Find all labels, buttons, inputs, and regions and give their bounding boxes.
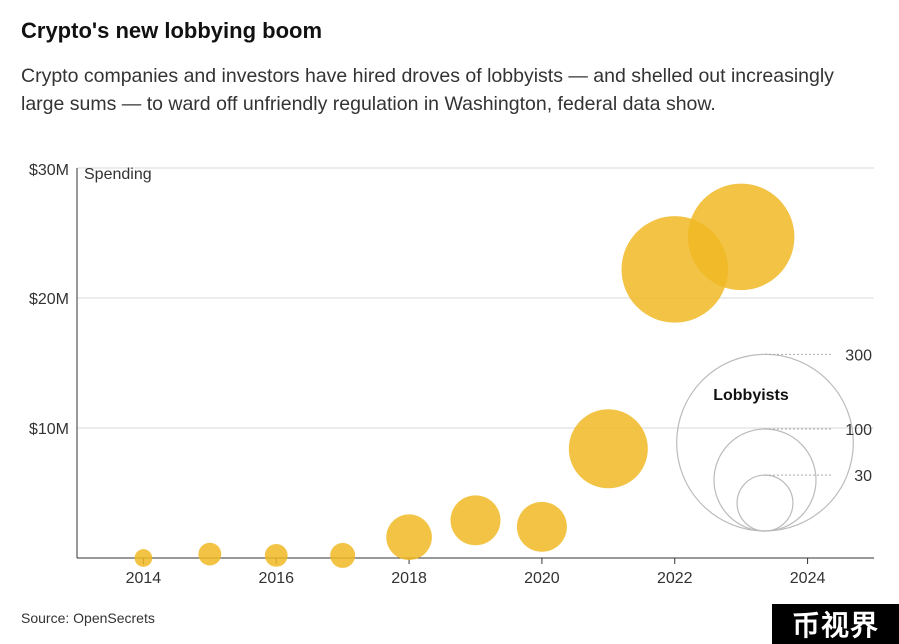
bubble-2018 bbox=[386, 514, 432, 561]
y-tick-label: $20M bbox=[29, 291, 69, 308]
size-legend-title: Lobbyists bbox=[713, 387, 789, 404]
y-tick-label: $30M bbox=[29, 162, 69, 179]
gridlines bbox=[77, 167, 874, 429]
bubble-2019 bbox=[450, 495, 501, 546]
bubble-2023 bbox=[687, 183, 795, 291]
bubble-2020 bbox=[516, 501, 567, 552]
legend-label-30: 30 bbox=[854, 468, 872, 485]
legend-label-300: 300 bbox=[845, 347, 872, 364]
y-tick-label: $10M bbox=[29, 421, 69, 438]
x-tick-label: 2018 bbox=[391, 570, 427, 587]
bubble-chart: $10M$20M$30M Spending 2014 2016 2018 2020 20… bbox=[29, 162, 874, 587]
legend-circle-300 bbox=[676, 353, 854, 532]
bubble-2017 bbox=[330, 542, 356, 568]
bubble-2015 bbox=[198, 542, 222, 566]
x-tick-label: 2020 bbox=[524, 570, 560, 587]
legend-circle-100 bbox=[713, 428, 817, 532]
y-axis-label: Spending bbox=[84, 166, 152, 183]
chart-title: Crypto's new lobbying boom bbox=[21, 18, 323, 43]
legend-circle-30 bbox=[736, 474, 794, 532]
bubble-2016 bbox=[264, 543, 288, 567]
size-legend: Lobbyists 300 100 30 bbox=[676, 347, 872, 532]
bubble-2014 bbox=[134, 549, 153, 567]
watermark-logo: 币视界 bbox=[772, 604, 899, 644]
x-axis-ticks: 2014 2016 2018 2020 2022 2024 bbox=[126, 558, 826, 587]
x-tick-label: 2016 bbox=[258, 570, 294, 587]
x-tick-label: 2024 bbox=[790, 570, 826, 587]
legend-label-100: 100 bbox=[845, 422, 872, 439]
x-tick-label: 2014 bbox=[126, 570, 162, 587]
y-axis-ticks: $10M $20M $30M bbox=[29, 162, 69, 438]
bubble-2021 bbox=[568, 409, 648, 489]
bubbles bbox=[134, 183, 795, 568]
source-note: Source: OpenSecrets bbox=[21, 610, 155, 626]
chart-subtitle: Crypto companies and investors have hire… bbox=[21, 65, 834, 115]
x-tick-label: 2022 bbox=[657, 570, 693, 587]
